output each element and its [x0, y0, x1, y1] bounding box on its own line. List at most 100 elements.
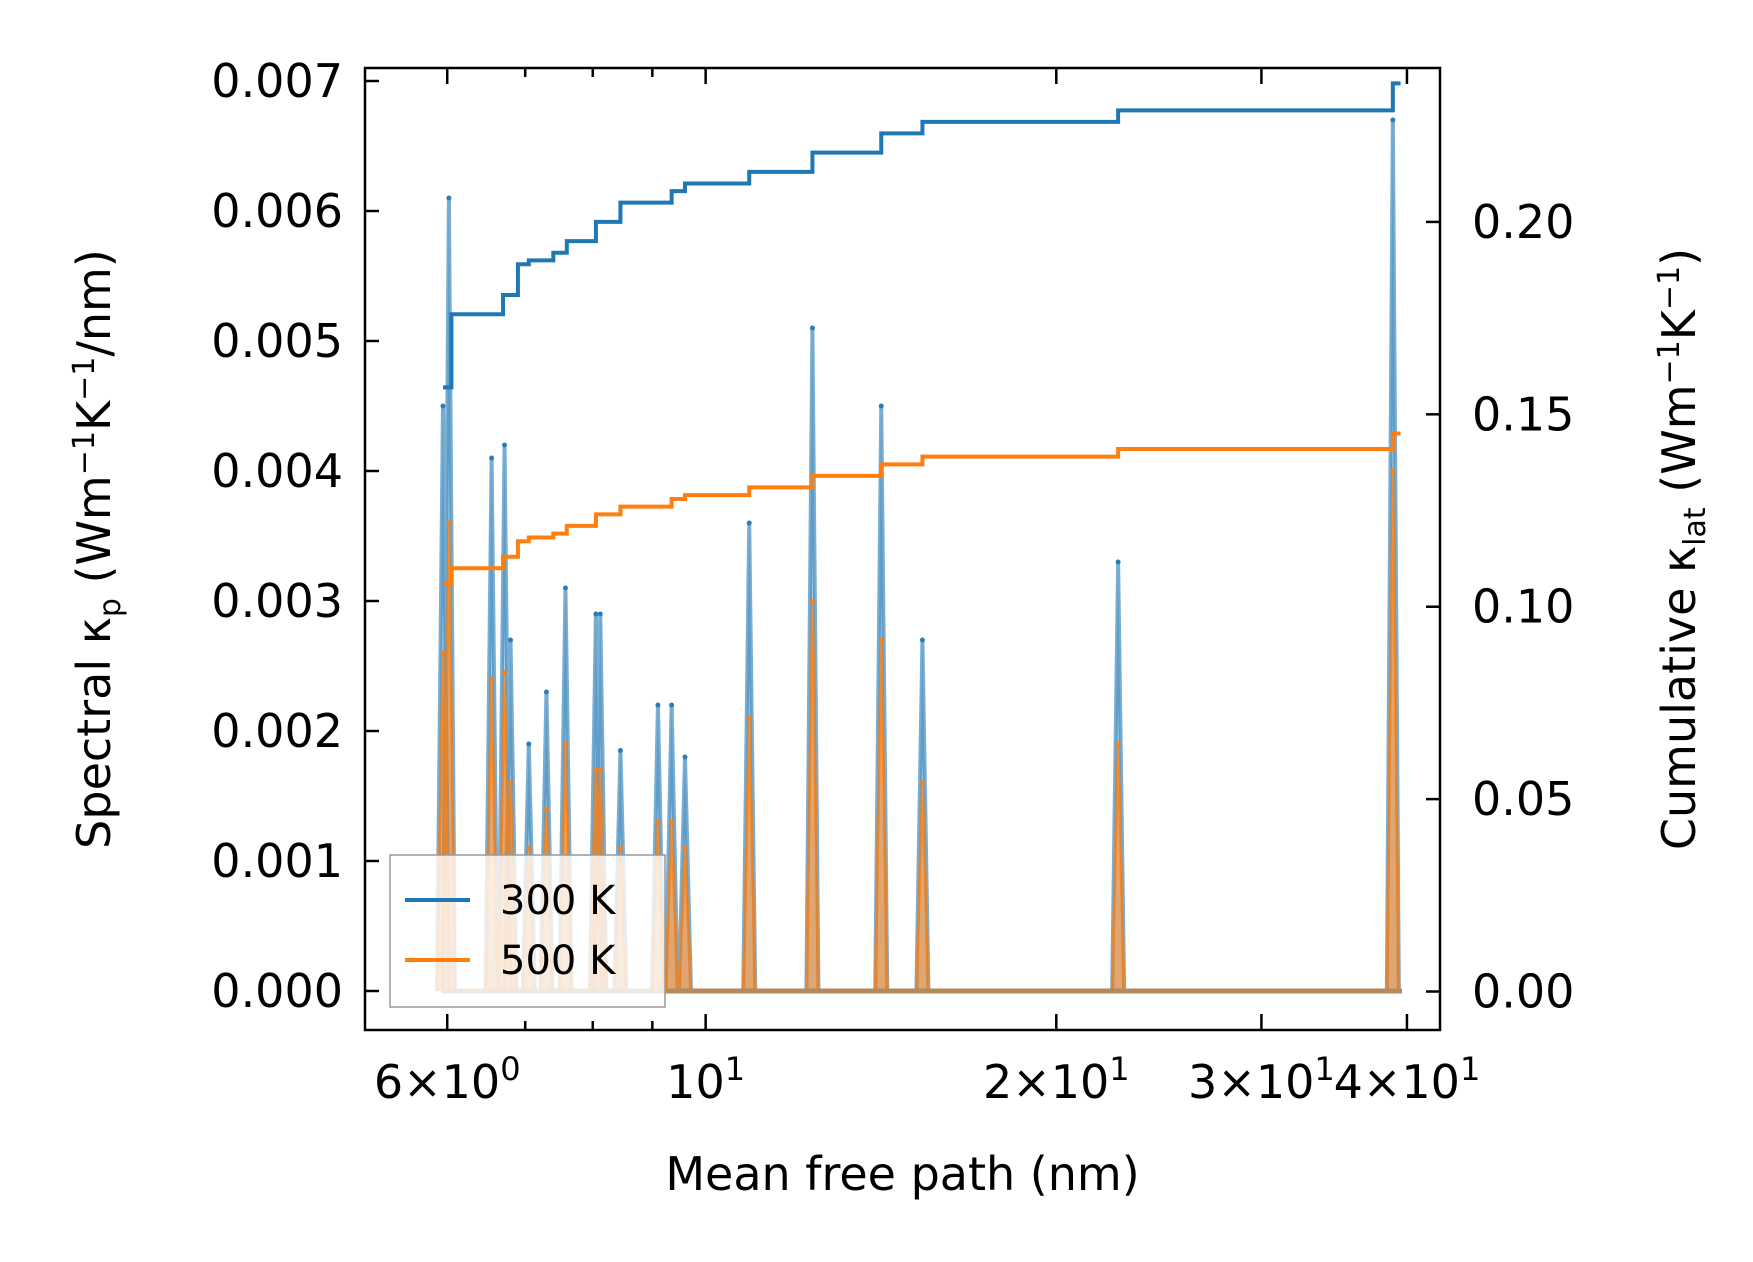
spectral-500k-peak [655, 819, 661, 825]
x-tick-exponent: 1 [1314, 1050, 1334, 1088]
cumulative-500k-line [442, 431, 1401, 586]
spectral-500k-peak [597, 767, 603, 773]
spectral-300k-peak [809, 325, 815, 331]
x-tick-base: 2× [983, 1055, 1051, 1109]
left-y-tick-label: 0.006 [211, 184, 343, 238]
spectral-500k-peak [1390, 468, 1396, 474]
spectral-500k-peak [617, 845, 623, 851]
left-y-title-post: /nm) [67, 249, 121, 356]
spectral-300k-peak [593, 611, 599, 617]
spectral-300k-peak [562, 585, 568, 591]
x-axis-title: Mean free path (nm) [665, 1147, 1139, 1201]
x-tick-base: 6× [374, 1055, 442, 1109]
right-y-tick-label: 0.15 [1472, 387, 1574, 441]
spectral-500k-peak [489, 676, 495, 682]
left-y-title-main: Spectral κ [67, 617, 121, 849]
right-y-title-sub: lat [1678, 507, 1713, 546]
right-y-tick-label: 0.10 [1472, 580, 1574, 634]
plot-frame [363, 66, 1442, 1032]
x-tick-label: 101 [666, 1050, 745, 1109]
spectral-500k-peak [682, 845, 688, 851]
right-y-title-mid: K [1652, 308, 1706, 340]
left-y-title-exp2: −1 [67, 357, 102, 401]
left-y-title-units: (Wm [67, 475, 121, 598]
right-y-axis-title: Cumulative κlat (Wm−1K−1) [1652, 248, 1713, 850]
spectral-300k-peak [878, 403, 884, 409]
spectral-300k-peak [919, 637, 925, 643]
spectral-300k-peak [543, 689, 549, 695]
x-tick-base: 10 [1401, 1055, 1460, 1109]
axis-ticks: 0.0000.0010.0020.0030.0040.0050.0060.007… [211, 54, 1574, 1109]
x-tick-label: 3×101 [1188, 1050, 1335, 1109]
spectral-300k-peak [617, 748, 623, 753]
left-y-tick-label: 0.004 [211, 444, 343, 498]
spectral-300k-peak [526, 741, 532, 747]
spectral-300k-peak [440, 403, 446, 409]
spectral-500k-peak [878, 637, 884, 643]
legend: 300 K 500 K [389, 854, 666, 1008]
spectral-300k-peak [508, 637, 514, 643]
right-y-title-post: ) [1652, 248, 1706, 266]
legend-label-300k: 300 K [500, 878, 617, 924]
x-tick-base: 10 [1256, 1055, 1315, 1109]
spectral-500k-peak [746, 715, 752, 721]
spectral-300k-peak [446, 195, 452, 201]
x-tick-exponent: 1 [1460, 1050, 1480, 1088]
left-y-title-exp1: −1 [67, 431, 102, 475]
x-tick-label: 6×100 [374, 1050, 521, 1109]
x-tick-base: 10 [442, 1055, 501, 1109]
spectral-500k-peak [562, 741, 568, 747]
spectral-300k-peak [746, 520, 752, 526]
spectral-300k-peak [597, 611, 603, 617]
x-tick-label: 4×101 [1334, 1050, 1481, 1109]
legend-label-500k: 500 K [500, 938, 617, 984]
spectral-500k-peak [440, 650, 446, 656]
spectral-500k-peak [809, 598, 815, 604]
x-tick-exponent: 1 [725, 1050, 745, 1088]
x-tick-base: 10 [666, 1055, 725, 1109]
spectral-500k-peak [526, 845, 532, 851]
right-y-tick-label: 0.05 [1472, 772, 1574, 826]
left-y-tick-label: 0.007 [211, 54, 343, 108]
legend-box [389, 854, 666, 1008]
left-y-axis-title: Spectral κp (Wm−1K−1/nm) [67, 249, 128, 849]
cumulative-300k-line [442, 81, 1401, 390]
x-tick-base: 10 [1051, 1055, 1110, 1109]
right-y-title-exp1: −1 [1652, 340, 1687, 384]
left-y-tick-label: 0.002 [211, 704, 343, 758]
right-y-tick-label: 0.20 [1472, 195, 1574, 249]
spectral-300k-peak [502, 442, 508, 448]
spectral-300k-peak [655, 702, 661, 708]
x-tick-base: 3× [1188, 1055, 1256, 1109]
left-y-title-mid: K [67, 399, 121, 431]
spectral-500k-peak [669, 819, 675, 825]
spectral-500k-peak [446, 520, 452, 526]
spectral-500k-peak [593, 767, 599, 773]
x-tick-base: 4× [1334, 1055, 1402, 1109]
cumulative-series [442, 81, 1401, 586]
left-y-title-sub: p [93, 598, 128, 617]
x-tick-exponent: 1 [1109, 1050, 1129, 1088]
right-y-title-units: (Wm [1652, 384, 1706, 507]
x-tick-label: 2×101 [983, 1050, 1130, 1109]
spectral-500k-peak [1115, 741, 1121, 747]
spectral-300k-peak [1115, 559, 1121, 565]
left-y-tick-label: 0.000 [211, 964, 343, 1018]
spectral-500k-peak [502, 670, 508, 675]
spectral-300k-peak [1390, 117, 1396, 123]
x-tick-exponent: 0 [500, 1050, 520, 1088]
spectral-300k-peak [489, 455, 495, 461]
left-y-tick-label: 0.005 [211, 314, 343, 368]
spectral-500k-peak [508, 780, 514, 786]
left-y-tick-label: 0.001 [211, 834, 343, 888]
left-y-tick-label: 0.003 [211, 574, 343, 628]
right-y-tick-label: 0.00 [1472, 965, 1574, 1019]
right-y-title-main: Cumulative κ [1652, 546, 1706, 850]
spectral-500k-peak [543, 806, 549, 812]
spectral-300k-peak [682, 754, 688, 760]
spectral-500k-peak [919, 780, 925, 786]
spectral-300k-peak [669, 702, 675, 708]
right-y-title-exp2: −1 [1652, 266, 1687, 310]
